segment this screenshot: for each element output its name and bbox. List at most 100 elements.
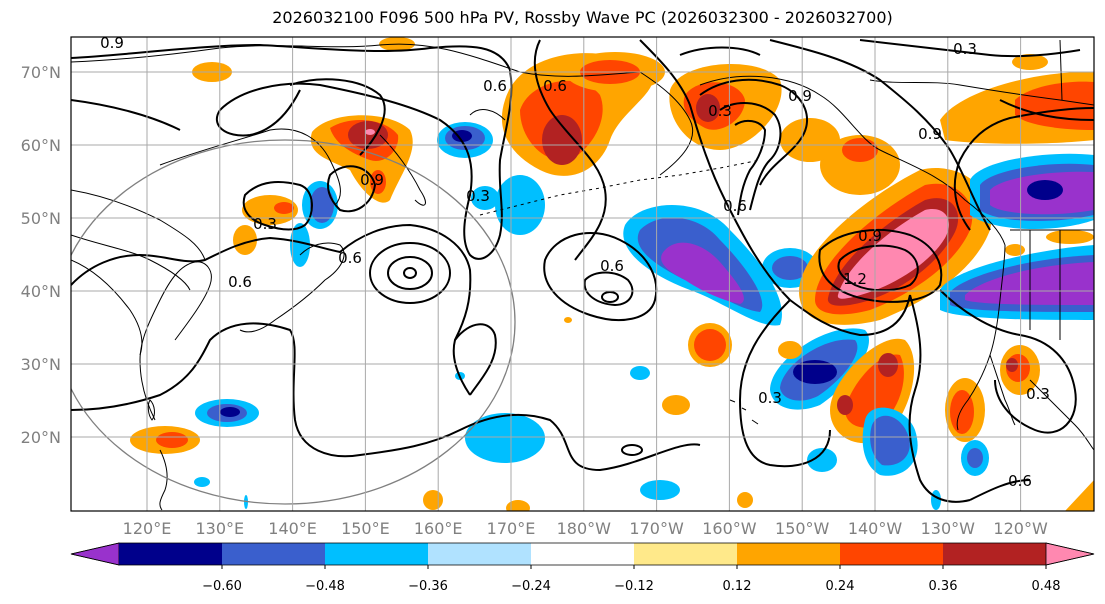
longitude-label: 170°W xyxy=(629,519,684,538)
latitude-labels: 70°N 60°N 50°N 40°N 30°N 20°N xyxy=(21,63,61,447)
shade-pink-blob xyxy=(365,129,375,135)
shade-orange-blob xyxy=(506,500,530,511)
shade-orange-blob xyxy=(1005,244,1025,256)
colorbar-tick-label: −0.24 xyxy=(511,579,551,594)
colorbar-swatch xyxy=(943,543,1047,565)
colorbar-outline xyxy=(70,542,1095,566)
longitude-label: 160°W xyxy=(702,519,757,538)
shade-red-blob xyxy=(842,138,878,162)
shade-red-blob xyxy=(950,390,974,434)
shade-orange-blob xyxy=(1046,230,1094,244)
shade-blue-blob xyxy=(194,477,210,487)
shade-red-blob xyxy=(694,329,726,361)
contour-label: 0.3 xyxy=(466,187,490,205)
longitude-label: 150°E xyxy=(341,519,390,538)
latitude-label: 50°N xyxy=(21,209,61,228)
contour-label: 0.3 xyxy=(253,215,277,233)
shade-orange-blob xyxy=(662,395,690,415)
graticule xyxy=(71,37,1094,511)
latitude-label: 30°N xyxy=(21,355,61,374)
colorbar-swatch xyxy=(222,543,326,565)
colorbar-tick-label: 0.48 xyxy=(1032,579,1061,594)
shade-darkred-blob xyxy=(878,353,898,377)
shade-darkred-blob xyxy=(837,395,853,415)
shade-blue-blob xyxy=(310,187,334,223)
contour-label: 0.3 xyxy=(1026,385,1050,403)
shade-purple-blob xyxy=(661,242,744,304)
colorbar-swatch xyxy=(634,543,738,565)
shade-pink-blob xyxy=(837,209,949,299)
contour-label: 0.6 xyxy=(1008,472,1032,490)
shade-blue-blob xyxy=(290,223,310,267)
colorbar-swatch xyxy=(737,543,841,565)
contour-label: 0.9 xyxy=(918,125,942,143)
shade-blue-blob xyxy=(807,448,837,472)
longitude-label: 120°W xyxy=(993,519,1048,538)
colorbar-extend-high xyxy=(1045,542,1095,566)
contour-label: 0.9 xyxy=(788,87,812,105)
longitude-label: 130°W xyxy=(921,519,976,538)
shade-red-blob xyxy=(156,432,188,448)
shade-blue-blob xyxy=(772,256,808,280)
colorbar-swatch xyxy=(840,543,944,565)
shade-navy-blob xyxy=(452,130,472,142)
longitude-label: 120°E xyxy=(123,519,172,538)
shade-blue-blob xyxy=(630,366,650,380)
latitude-label: 20°N xyxy=(21,428,61,447)
shade-blue-blob xyxy=(465,413,545,463)
longitude-label: 150°W xyxy=(775,519,830,538)
shade-orange-blob xyxy=(423,490,443,510)
shade-blue-blob xyxy=(640,480,680,500)
figure-title: 2026032100 F096 500 hPa PV, Rossby Wave … xyxy=(272,8,893,27)
contour-label: 0.9 xyxy=(858,227,882,245)
latitude-label: 60°N xyxy=(21,136,61,155)
colorbar-swatch xyxy=(428,543,532,565)
shade-orange-blob xyxy=(780,118,840,162)
latitude-label: 70°N xyxy=(21,63,61,82)
shade-blue-blob xyxy=(967,448,983,468)
colorbar-swatch xyxy=(325,543,429,565)
shade-darkred-blob xyxy=(348,121,388,149)
colorbar-tick-label: 0.24 xyxy=(826,579,855,594)
longitude-label: 140°W xyxy=(848,519,903,538)
shade-blue-blob xyxy=(870,415,910,466)
shade-red-blob xyxy=(274,202,294,214)
shade-orange-blob xyxy=(233,225,257,255)
shade-blue-blob xyxy=(471,186,499,210)
colorbar-tick-label: −0.36 xyxy=(408,579,448,594)
contour-label: 0.9 xyxy=(100,34,124,52)
colorbar-swatch xyxy=(531,543,635,565)
contour-label: 0.6 xyxy=(600,257,624,275)
coastlines xyxy=(71,39,1094,511)
contour-label: 1.2 xyxy=(843,270,867,288)
contour-label: 0.6 xyxy=(483,77,507,95)
colorbar-extend-low xyxy=(70,542,120,566)
longitude-labels: 120°E 130°E 140°E 150°E 160°E 170°E 180°W 170°W… xyxy=(123,519,1048,538)
shade-orange-blob xyxy=(564,317,572,323)
map-frame xyxy=(70,36,1095,512)
shade-blue-blob xyxy=(737,492,753,508)
shade-navy-blob xyxy=(1027,180,1063,200)
contour-label: 0.3 xyxy=(708,102,732,120)
shade-red-blob xyxy=(1015,81,1094,130)
colorbar-tick-label: −0.12 xyxy=(614,579,654,594)
shade-blue-blob xyxy=(778,341,802,359)
colorbar-tick-label: −0.48 xyxy=(305,579,345,594)
contour-label: 0.3 xyxy=(953,40,977,58)
shade-darkred-blob xyxy=(1006,358,1018,372)
colorbar-tick-label: −0.60 xyxy=(202,579,242,594)
contour-label: 0.6 xyxy=(338,249,362,267)
contour-label: 0.6 xyxy=(723,197,747,215)
colorbar-swatch xyxy=(119,543,223,565)
contour-labels: 0.9 0.6 0.3 0.6 0.9 0.9 0.6 0.6 0.3 0.9 1.2 0.3 0.3 0… xyxy=(100,34,1050,490)
shade-darkred-blob xyxy=(696,94,720,122)
contour-label: 0.6 xyxy=(543,77,567,95)
region-circle xyxy=(71,139,516,505)
contour-label: 0.3 xyxy=(758,389,782,407)
latitude-label: 40°N xyxy=(21,282,61,301)
rossby-wave-contours xyxy=(71,39,1094,503)
shade-blue-blob xyxy=(495,175,545,235)
contour-label: 0.9 xyxy=(360,171,384,189)
longitude-label: 180°W xyxy=(557,519,612,538)
